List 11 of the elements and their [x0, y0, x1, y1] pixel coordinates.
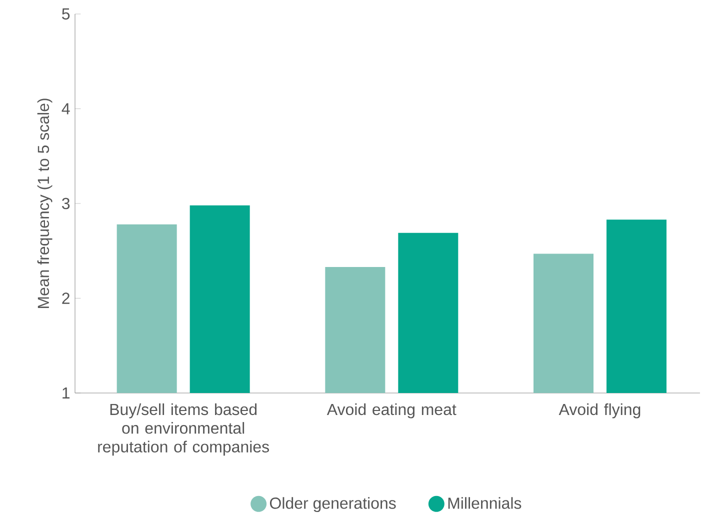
y-tick-label: 4 — [62, 103, 70, 114]
y-tick-label: 5 — [62, 8, 70, 20]
y-tick-label: 3 — [62, 198, 70, 210]
legend-label: Millennials — [448, 497, 522, 509]
y-axis-title: Mean frequency (1 to 5 scale) — [37, 98, 52, 308]
legend-label: Older generations — [270, 497, 396, 512]
x-tick-label: Avoid flying — [558, 403, 640, 418]
y-tick-label: 1 — [62, 387, 70, 398]
x-tick-label: Avoid eating meat — [326, 403, 456, 418]
x-tick-label: Buy/sell items based on environmental reputation of companies — [98, 403, 269, 456]
y-tick-label: 2 — [62, 292, 70, 304]
